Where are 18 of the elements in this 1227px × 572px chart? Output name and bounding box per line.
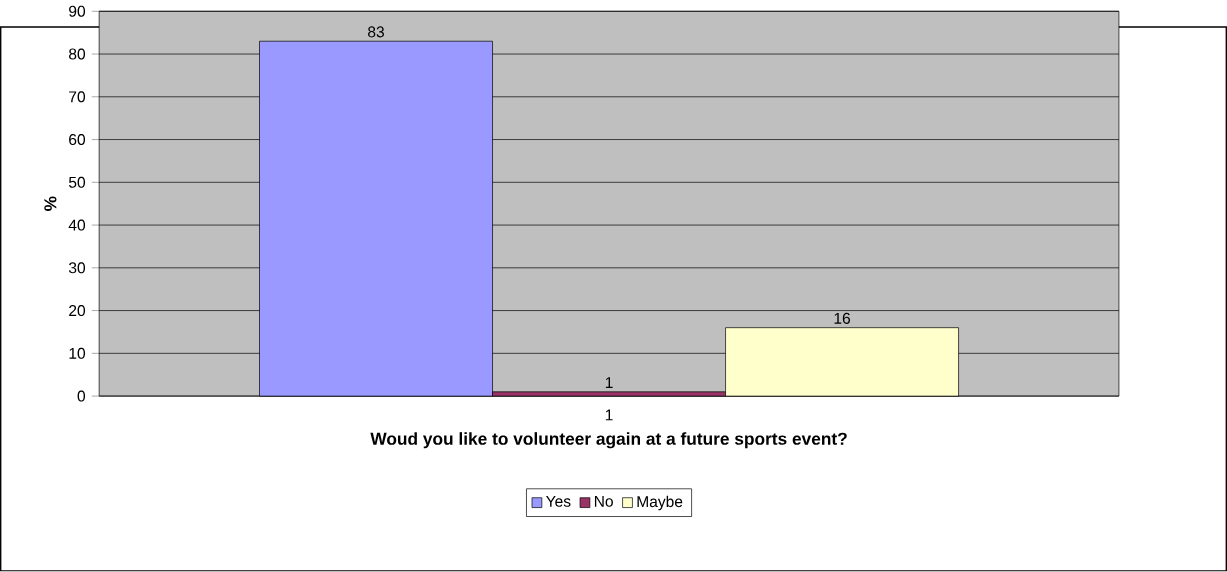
data-label: 16 [834,313,851,325]
y-tick-label: 90 [69,5,86,18]
y-tick-label: 40 [68,219,86,231]
legend-label: Maybe [637,495,683,511]
y-tick-label: 70 [69,91,86,103]
y-tick-label: 20 [69,305,86,317]
y-tick-label: 80 [69,48,86,60]
y-tick-label: 50 [68,177,86,189]
y-tick-label: 10 [69,348,86,360]
y-tick-label: 0 [77,390,86,402]
y-tick-label: 60 [69,134,86,146]
legend-label: Yes [546,496,571,508]
x-axis-title: Woud you like to volunteer again at a future sports event? [370,432,847,449]
legend-label: No [594,496,613,508]
data-label: 1 [605,377,613,389]
y-axis-title: % [44,196,57,212]
y-tick-label: 30 [68,262,86,274]
data-label: 83 [368,26,384,38]
